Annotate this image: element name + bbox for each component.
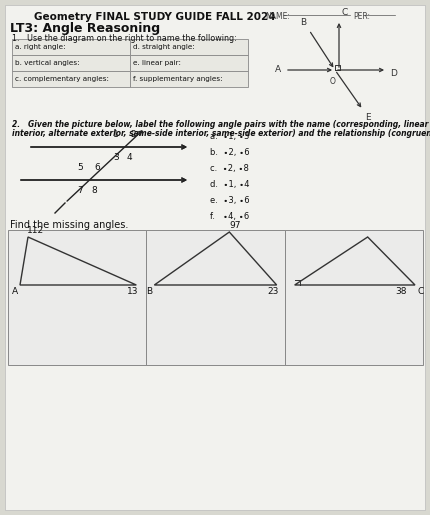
Text: 3: 3 [113,153,119,162]
Text: 1.   Use the diagram on the right to name the following:: 1. Use the diagram on the right to name … [12,34,237,43]
Text: e.  ∙3, ∙6: e. ∙3, ∙6 [210,196,250,205]
Text: C: C [342,8,348,17]
Bar [12,71,130,87]
Bar [130,39,248,55]
Bar [12,55,130,71]
Bar [12,39,130,55]
Text: B: B [300,18,306,27]
Text: 2: 2 [130,130,135,139]
Text: Geometry FINAL STUDY GUIDE FALL 2024: Geometry FINAL STUDY GUIDE FALL 2024 [34,12,276,22]
Text: PER:: PER: [353,12,370,21]
Text: interior, alternate exterior, same-side interior, same-side exterior) and the re: interior, alternate exterior, same-side … [12,129,430,138]
Text: 5: 5 [78,163,83,172]
Text: A: A [275,64,281,74]
Text: b. vertical angles:: b. vertical angles: [15,60,80,66]
Text: 7: 7 [78,186,83,195]
Text: f.   ∙4, ∙6: f. ∙4, ∙6 [210,212,249,221]
Text: 1: 1 [113,130,119,139]
Bar [130,55,248,71]
Text: f. supplementary angles:: f. supplementary angles: [133,76,223,82]
Text: B: B [146,287,152,296]
Text: 112: 112 [27,226,44,235]
Bar [146,230,285,365]
Bar [8,230,146,365]
Text: 4: 4 [127,153,132,162]
Text: d.  ∙1, ∙4: d. ∙1, ∙4 [210,180,249,189]
Text: 2.   Given the picture below, label the following angle pairs with the name (cor: 2. Given the picture below, label the fo… [12,120,430,129]
Text: a. right angle:: a. right angle: [15,44,66,50]
Text: Find the missing angles.: Find the missing angles. [10,220,129,230]
Text: A: A [12,287,18,296]
Text: 13: 13 [126,287,138,296]
Text: 97: 97 [229,221,241,230]
Text: D: D [390,68,397,77]
Text: C: C [417,287,423,296]
Bar [285,230,423,365]
Text: b.  ∙2, ∙6: b. ∙2, ∙6 [210,148,250,157]
Text: O: O [330,77,336,86]
Text: c. complementary angles:: c. complementary angles: [15,76,109,82]
Text: 38: 38 [396,287,407,296]
Text: 23: 23 [267,287,278,296]
Text: NAME:: NAME: [265,12,290,21]
Text: LT3: Angle Reasoning: LT3: Angle Reasoning [10,22,160,35]
Text: a.  ∙1, ∙3: a. ∙1, ∙3 [210,132,249,141]
Text: e. linear pair:: e. linear pair: [133,60,181,66]
Text: E: E [365,113,371,122]
Bar [130,71,248,87]
Text: c.  ∙2, ∙8: c. ∙2, ∙8 [210,164,249,173]
Text: d. straight angle:: d. straight angle: [133,44,195,50]
Text: 6: 6 [95,163,101,172]
Text: 8: 8 [92,186,98,195]
